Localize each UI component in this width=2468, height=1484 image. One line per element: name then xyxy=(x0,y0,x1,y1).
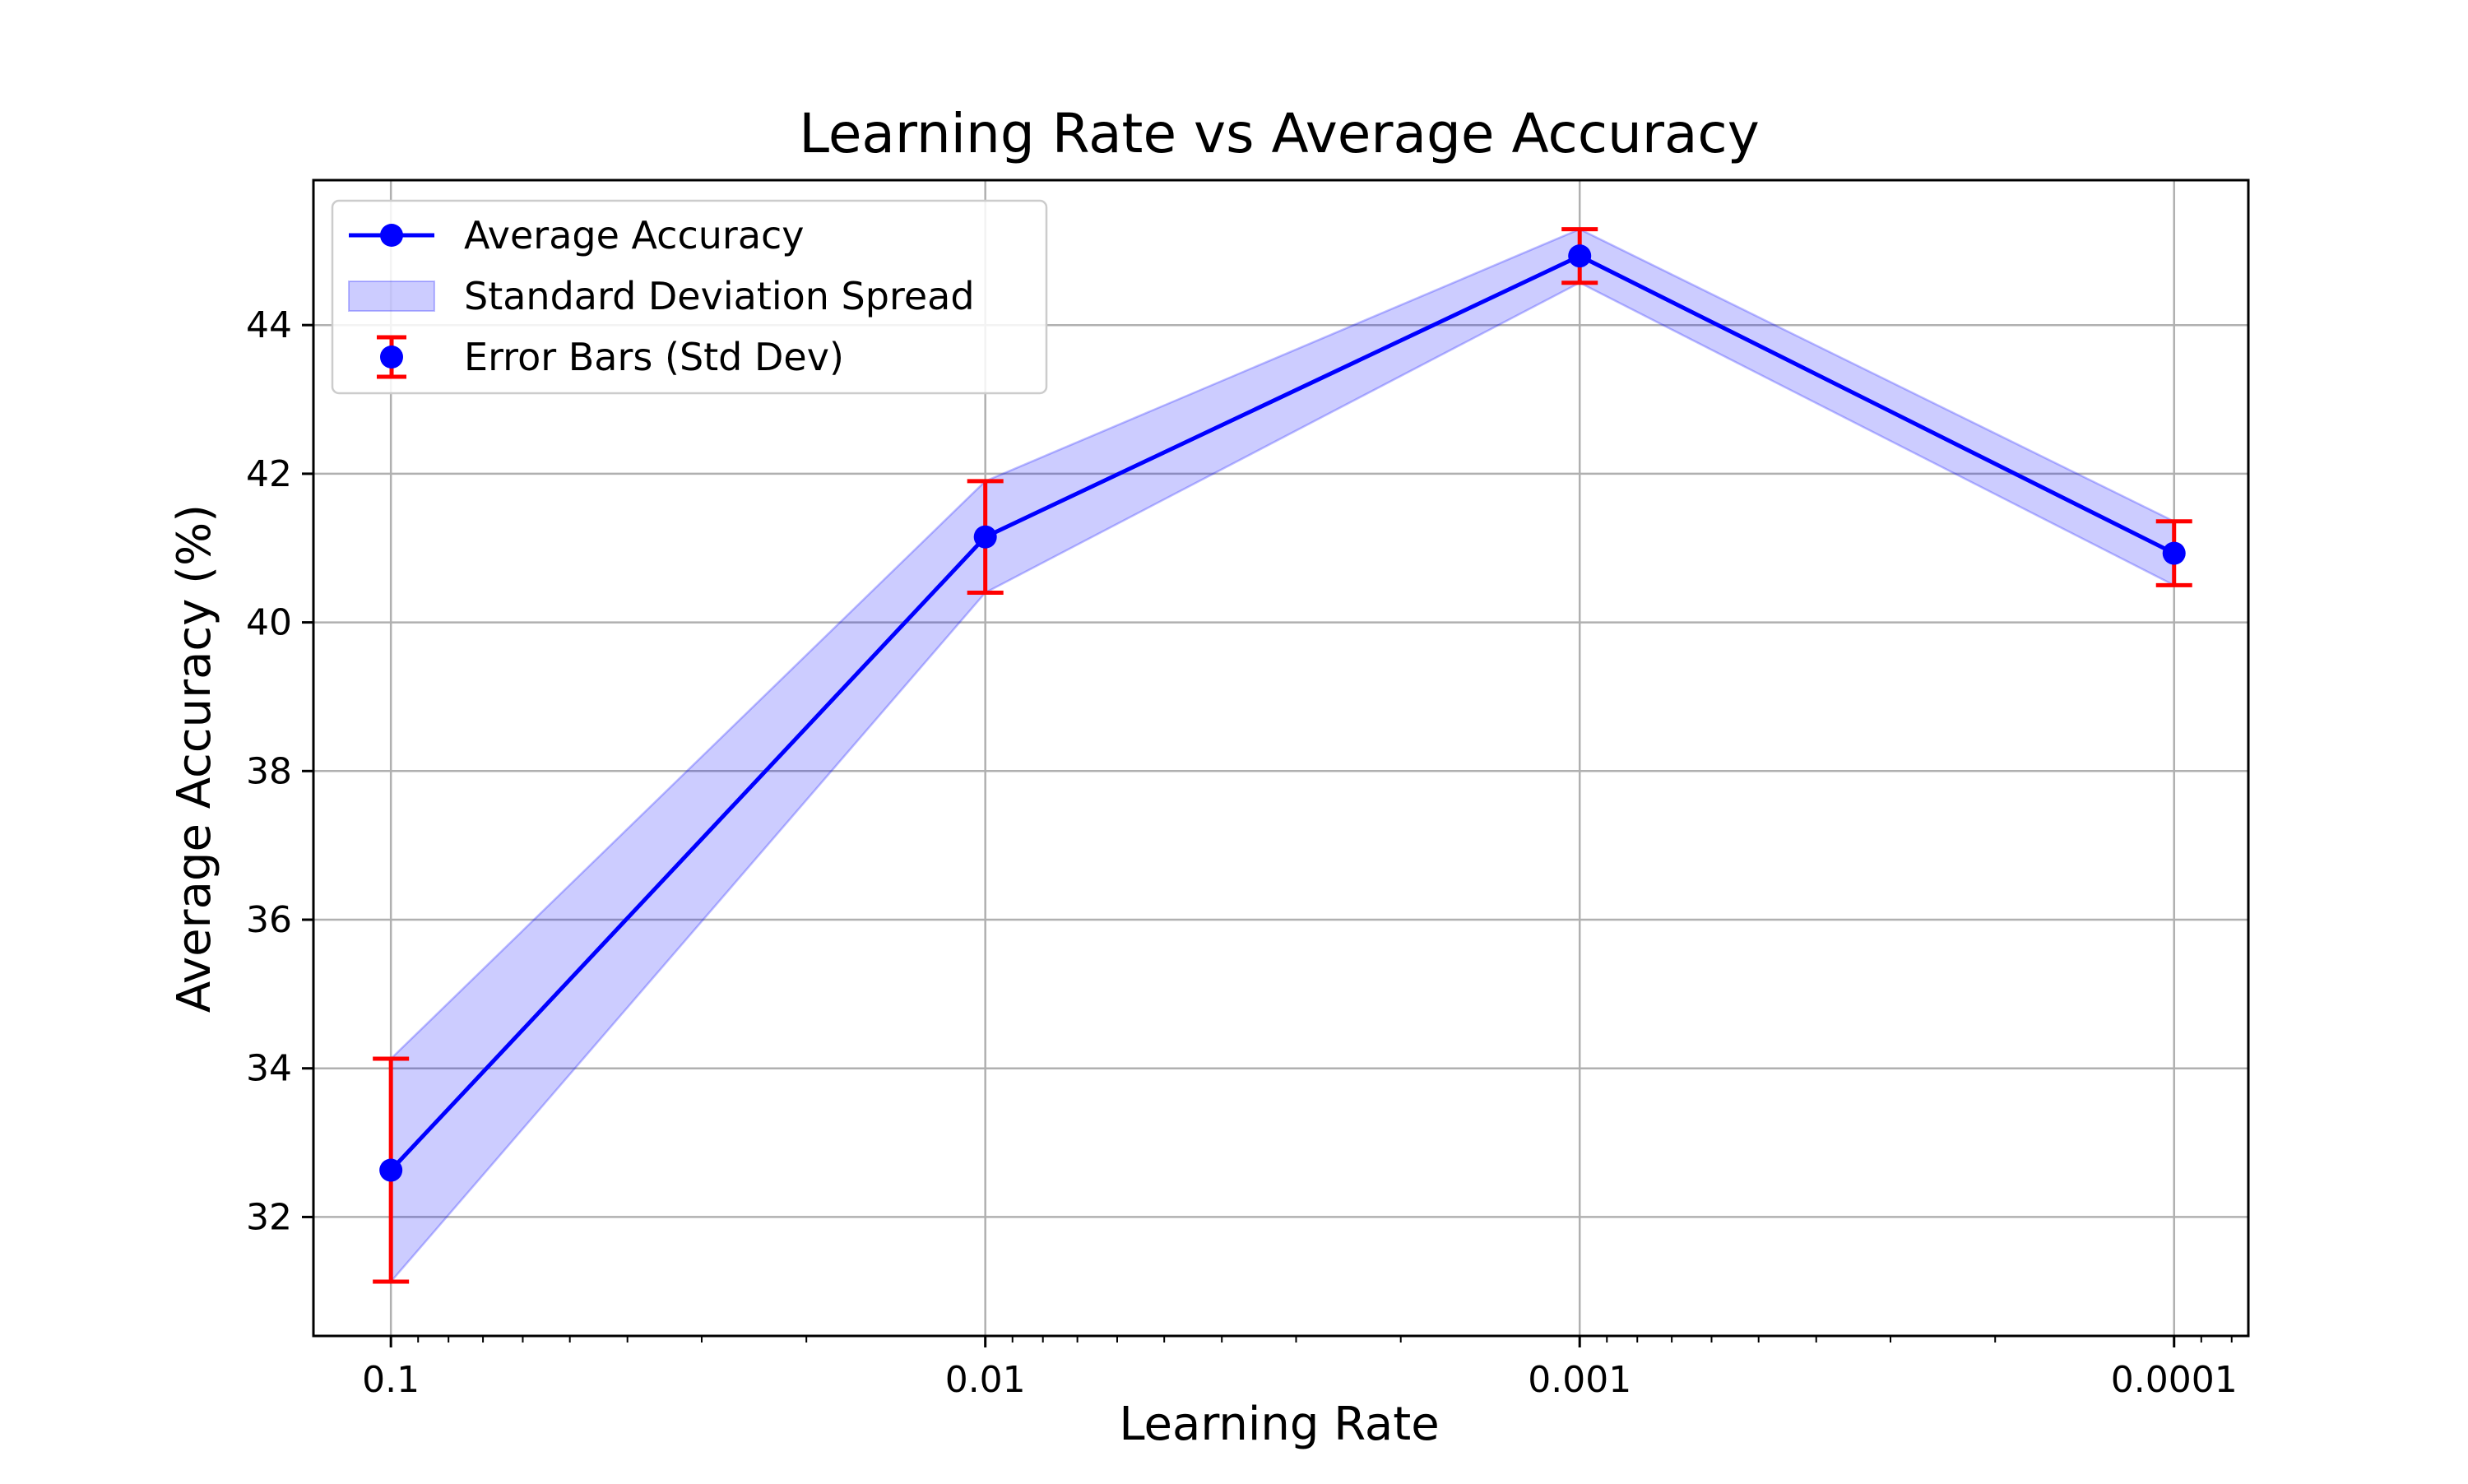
legend-marker-swatch xyxy=(380,224,403,247)
legend-label: Error Bars (Std Dev) xyxy=(464,335,844,379)
chart-title: Learning Rate vs Average Accuracy xyxy=(799,102,1760,165)
data-point-marker xyxy=(973,525,997,549)
ticks-layer: 32 34 36 38 40 42 44 0.1 0.01 0.001 0.0001 xyxy=(246,304,2238,1401)
legend: Average Accuracy Standard Deviation Sprea… xyxy=(331,199,1048,395)
plot-frame xyxy=(312,179,2250,1338)
axes-layer xyxy=(312,179,2250,1338)
y-tick-label: 40 xyxy=(246,602,292,644)
line-layer xyxy=(389,253,2175,1172)
legend-entry-average-accuracy: Average Accuracy xyxy=(349,213,805,257)
legend-label: Average Accuracy xyxy=(464,213,805,257)
legend-entry-std-spread: Standard Deviation Spread xyxy=(348,274,975,318)
y-tick-label: 38 xyxy=(246,750,292,792)
x-tick-label: 0.0001 xyxy=(2111,1359,2238,1401)
y-tick-label: 44 xyxy=(246,304,292,346)
x-tick-label: 0.01 xyxy=(945,1359,1026,1401)
y-tick-label: 42 xyxy=(246,453,292,495)
y-tick-label: 32 xyxy=(246,1196,292,1238)
legend-marker-swatch xyxy=(380,345,403,369)
data-point-marker xyxy=(1568,244,1592,268)
legend-band-swatch xyxy=(348,281,435,312)
average-accuracy-line xyxy=(389,253,2175,1172)
data-point-marker xyxy=(2162,541,2186,565)
legend-label: Standard Deviation Spread xyxy=(464,274,975,318)
y-tick-label: 36 xyxy=(246,899,292,941)
data-point-marker xyxy=(379,1158,403,1182)
markers-layer xyxy=(379,244,2186,1182)
x-tick-label: 0.1 xyxy=(362,1359,420,1401)
legend-entry-error-bars: Error Bars (Std Dev) xyxy=(377,335,844,379)
x-tick-label: 0.001 xyxy=(1528,1359,1631,1401)
x-axis-label: Learning Rate xyxy=(1119,1398,1439,1451)
legend-box xyxy=(331,199,1048,395)
y-tick-label: 34 xyxy=(246,1048,292,1090)
y-axis-label: Average Accuracy (%) xyxy=(168,504,221,1013)
